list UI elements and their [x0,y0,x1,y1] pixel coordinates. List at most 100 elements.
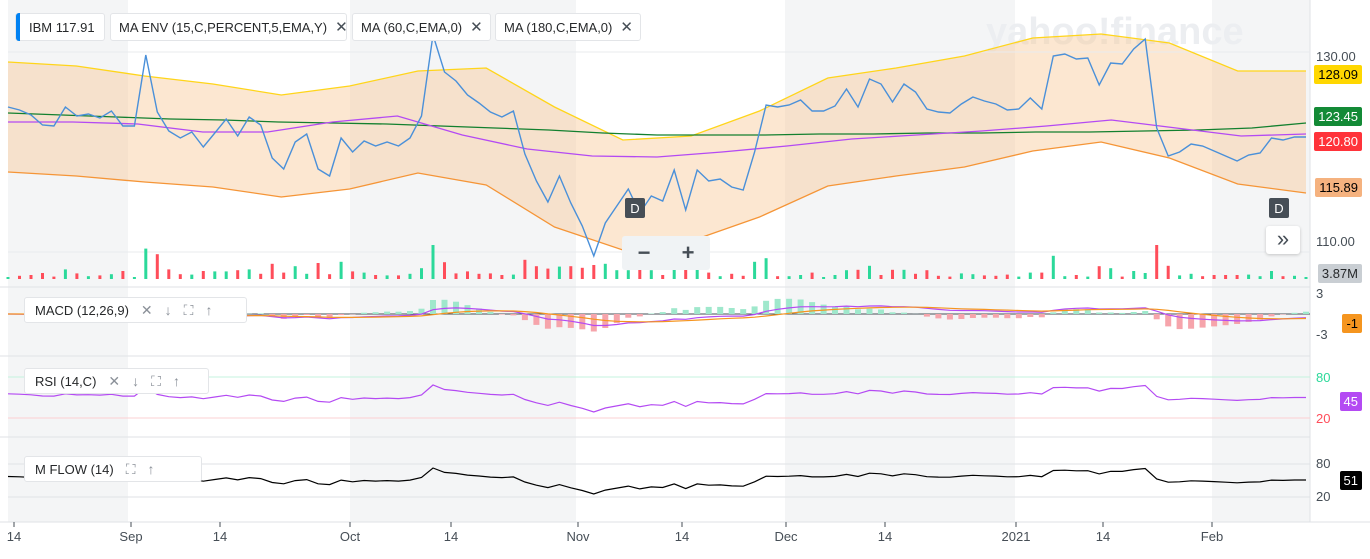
fullscreen-icon[interactable]: ⛶ [151,373,161,390]
volume-bar [351,271,354,279]
dividend-marker-label: D [630,201,639,216]
volume-bar [937,276,940,279]
x-tick-label: 2021 [1002,529,1031,544]
macd-histogram-bar [522,314,528,320]
arrow-up-icon[interactable]: ↑ [205,302,212,318]
close-icon[interactable]: ✕ [620,18,633,36]
volume-bar [248,269,251,279]
macd-histogram-bar [947,314,953,320]
volume-bar [948,277,951,279]
arrow-up-icon[interactable]: ↑ [148,461,155,477]
macd-histogram-bar [1039,314,1045,317]
arrow-down-icon[interactable]: ↓ [165,302,172,318]
volume-bar [1132,271,1135,279]
zoom-in-button[interactable]: + [666,236,710,270]
macd-histogram-bar [361,313,367,314]
volume-bar [1144,273,1147,279]
volume-bar [868,266,871,279]
volume-bar [110,274,113,279]
macd-histogram-bar [373,312,379,314]
volume-bar [1282,276,1285,279]
macd-histogram-bar [396,312,402,314]
arrow-down-icon[interactable]: ↓ [132,373,139,389]
symbol-price: 117.91 [56,20,95,35]
macd-histogram-bar [901,313,907,314]
price-tag-ma-env-lower: 115.89 [1315,178,1362,197]
dividend-marker[interactable]: D [625,198,645,218]
close-icon[interactable]: ✕ [108,373,120,390]
volume-bar [64,269,67,279]
macd-histogram-bar [855,309,861,314]
close-icon[interactable]: ✕ [335,18,348,36]
volume-bar [213,271,216,279]
zoom-out-button[interactable]: − [622,236,666,270]
fullscreen-icon[interactable]: ⛶ [184,302,194,319]
volume-bar [1270,271,1273,279]
macd-histogram-bar [867,309,873,314]
volume-bar [328,274,331,279]
mflow-label: M FLOW (14) [35,462,114,477]
macd-histogram-bar [487,312,493,314]
volume-bar [592,265,595,279]
volume-bar [225,271,228,279]
volume-bar [500,275,503,279]
mflow-tick-label: 20 [1316,489,1330,504]
volume-bar [811,273,814,279]
macd-histogram-bar [430,300,436,314]
macd-histogram-bar [1269,314,1275,316]
macd-histogram-bar [625,314,631,318]
overlay-chip-ma-env[interactable]: MA ENV (15,C,PERCENT,5,EMA,Y) ✕ [110,13,347,41]
volume-bar [834,275,837,279]
close-icon[interactable]: ✕ [141,302,153,319]
macd-histogram-bar [648,314,654,315]
volume-bar [742,276,745,279]
macd-histogram-bar [637,314,643,316]
fullscreen-icon[interactable]: ⛶ [126,461,136,478]
expand-button[interactable]: » [1266,226,1300,254]
volume-bar [730,274,733,279]
volume-bar [650,270,653,279]
macd-histogram-bar [510,314,516,315]
macd-histogram-bar [671,308,677,314]
mflow-line [8,468,1306,494]
price-tick-label: 110.00 [1316,234,1355,249]
volume-bar [1155,245,1158,279]
volume-bar [1086,277,1089,279]
macd-histogram-bar [890,312,896,314]
close-icon[interactable]: ✕ [470,18,483,36]
macd-histogram-bar [935,314,941,318]
macd-histogram-bar [591,314,597,332]
volume-bar [983,275,986,279]
macd-histogram-bar [304,314,310,315]
volume-bar [340,262,343,279]
dividend-marker[interactable]: D [1269,198,1289,218]
symbol-chip[interactable]: IBM 117.91 [15,13,105,41]
volume-bar [891,270,894,279]
macd-histogram-bar [1004,314,1010,318]
arrow-up-icon[interactable]: ↑ [173,373,180,389]
volume-bar [156,254,159,279]
macd-histogram-bar [338,314,344,315]
volume-bar [455,273,458,279]
x-tick-label: 14 [444,529,458,544]
x-tick-label: Dec [774,529,798,544]
macd-histogram-bar [1131,312,1137,314]
macd-histogram-bar [717,307,723,314]
rsi-label: RSI (14,C) [35,374,96,389]
macd-histogram-bar [844,307,850,314]
volume-bar [604,264,607,279]
volume-bar [420,268,423,279]
volume-bar [1178,275,1181,279]
macd-histogram-bar [1234,314,1240,324]
overlay-chip-ma-180[interactable]: MA (180,C,EMA,0) ✕ [495,13,641,41]
volume-bar [546,269,549,279]
overlay-chip-ma-60[interactable]: MA (60,C,EMA,0) ✕ [352,13,491,41]
x-tick-label: Nov [566,529,590,544]
volume-bar [822,277,825,279]
volume-bar [305,274,308,279]
macd-histogram-bar [924,314,930,317]
volume-bar [1213,275,1216,279]
volume-bar [202,271,205,279]
